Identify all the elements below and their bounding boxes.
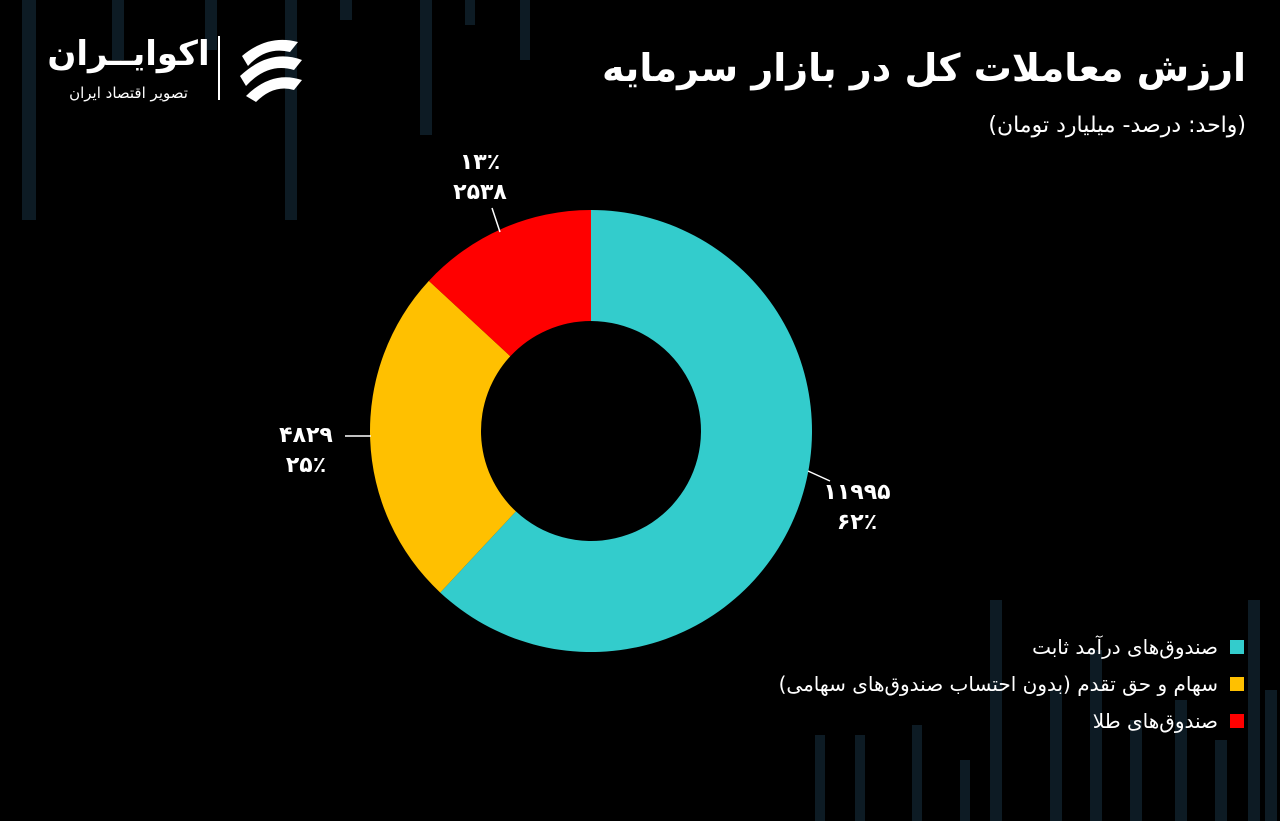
decor-bar [205, 0, 217, 50]
leader-line-gold [491, 207, 501, 233]
chart-title: ارزش معاملات کل در بازار سرمایه [602, 46, 1246, 90]
brand-name: اکوایــران [47, 34, 210, 74]
legend-label-stocks: سهام و حق تقدم (بدون احتساب صندوق‌های سه… [778, 671, 1218, 696]
legend-item-fixed-income: صندوق‌های درآمد ثابت [684, 628, 1244, 665]
decor-bar [960, 760, 970, 821]
logo-divider [218, 36, 220, 100]
decor-bar [990, 600, 1002, 821]
slice-gold [428, 210, 591, 357]
decor-bar [520, 0, 530, 60]
data-label-stocks: ۴۸۲۹ ۲۵٪ [246, 421, 366, 481]
decor-bar [855, 735, 865, 821]
legend-swatch-stocks [1230, 676, 1244, 691]
chart-legend: صندوق‌های درآمد ثابت سهام و حق تقدم (بدو… [684, 628, 1244, 739]
value-label-gold: ۲۵۳۸ [453, 180, 507, 205]
leader-line-fixed-income [807, 470, 831, 482]
brand-logo: اکوایــران تصویر اقتصاد ایران [46, 30, 316, 110]
legend-label-fixed-income: صندوق‌های درآمد ثابت [1032, 634, 1218, 659]
decor-bar [340, 0, 352, 20]
decor-bar [420, 0, 432, 135]
data-label-fixed-income: ۱۱۹۹۵ ۶۲٪ [797, 478, 917, 538]
legend-item-stocks: سهام و حق تقدم (بدون احتساب صندوق‌های سه… [684, 665, 1244, 702]
decor-bar [465, 0, 475, 25]
percent-label-fixed-income: ۶۲٪ [836, 510, 878, 535]
decor-bar [1175, 700, 1187, 821]
decor-bar [1050, 690, 1062, 821]
decor-bar [112, 0, 124, 60]
chart-subtitle: (واحد: درصد- میلیارد تومان) [988, 113, 1246, 138]
decor-bar [1248, 600, 1260, 821]
brand-mark-icon [240, 39, 302, 102]
legend-swatch-fixed-income [1230, 639, 1244, 654]
decor-bar [22, 0, 36, 220]
data-label-gold: ۱۳٪ ۲۵۳۸ [420, 148, 540, 208]
slice-fixed-income [440, 210, 812, 652]
percent-label-stocks: ۲۵٪ [285, 453, 327, 478]
decor-bar [285, 0, 297, 220]
legend-item-gold: صندوق‌های طلا [684, 702, 1244, 739]
decor-bar [1130, 720, 1142, 821]
brand-tagline: تصویر اقتصاد ایران [69, 84, 188, 102]
slice-stocks [369, 280, 516, 593]
decor-bar [1265, 690, 1277, 821]
legend-swatch-gold [1230, 713, 1244, 728]
value-label-fixed-income: ۱۱۹۹۵ [823, 480, 891, 505]
decor-bar [1090, 650, 1102, 821]
legend-label-gold: صندوق‌های طلا [1092, 708, 1218, 733]
decor-bar [912, 725, 922, 821]
percent-label-gold: ۱۳٪ [459, 150, 501, 175]
decor-bar [815, 735, 825, 821]
value-label-stocks: ۴۸۲۹ [279, 423, 333, 448]
decor-bar [1215, 740, 1227, 821]
